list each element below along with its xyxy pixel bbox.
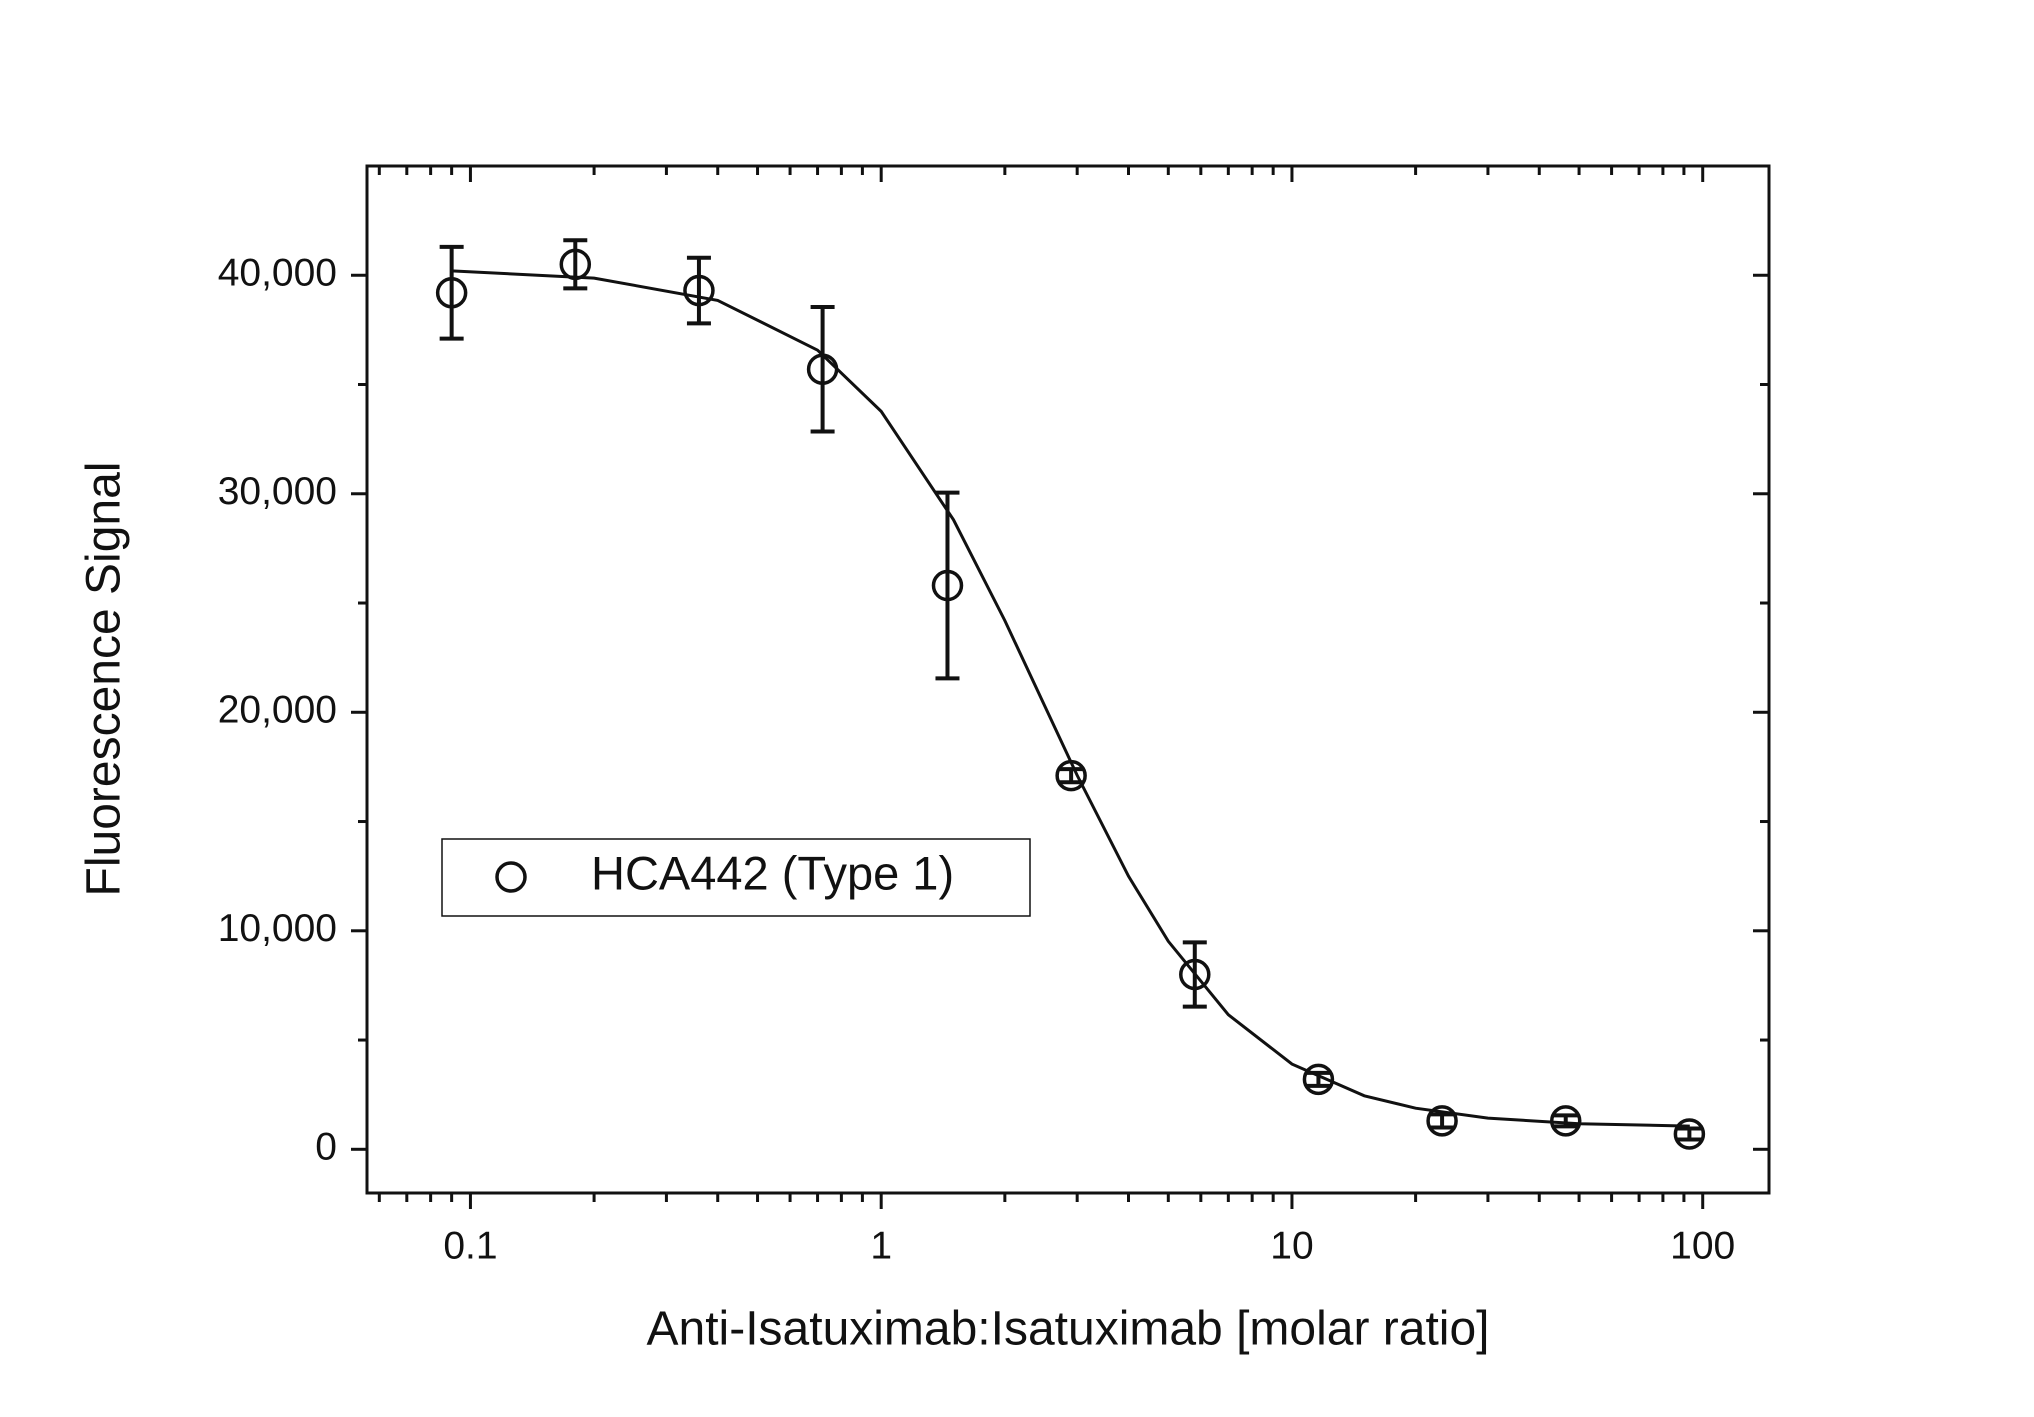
y-tick-label: 10,000: [218, 907, 337, 950]
data-point: [1179, 958, 1211, 991]
data-point: [1549, 1105, 1582, 1137]
x-tick-label: 10: [1270, 1224, 1313, 1267]
data-point: [1673, 1118, 1706, 1150]
legend-label: HCA442 (Type 1): [591, 846, 954, 899]
legend-marker: [495, 861, 527, 893]
y-axis-title: Fluorescence Signal: [78, 462, 131, 897]
x-tick-label: 1: [870, 1224, 892, 1267]
y-tick-label: 0: [315, 1126, 337, 1169]
plot-frame: [365, 164, 1771, 1195]
data-point: [806, 353, 839, 385]
x-axis-title: Anti-Isatuximab:Isatuximab [molar ratio]: [647, 1303, 1490, 1356]
x-tick-label: 0.1: [443, 1224, 497, 1267]
fit-curve: [451, 269, 1690, 1128]
data-point: [1302, 1063, 1335, 1096]
y-tick-label: 30,000: [218, 470, 337, 513]
data-point: [931, 569, 964, 602]
legend-box: [441, 838, 1031, 917]
data-point: [435, 276, 468, 309]
data-point: [683, 274, 715, 307]
legend: HCA442 (Type 1): [441, 838, 1031, 917]
data-point: [559, 248, 592, 281]
data-point: [1055, 759, 1087, 792]
data-point: [1426, 1105, 1458, 1137]
x-tick-label: 100: [1670, 1224, 1735, 1267]
y-tick-label: 40,000: [218, 252, 337, 295]
y-tick-label: 20,000: [218, 689, 337, 732]
